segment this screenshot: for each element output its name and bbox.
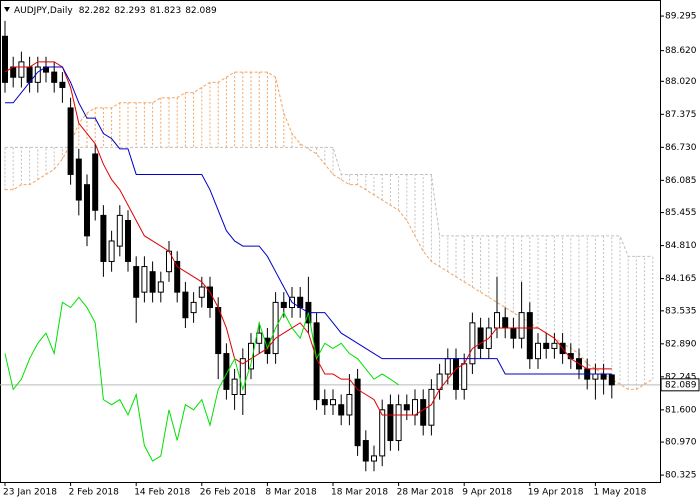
candle-body — [51, 71, 58, 83]
candle-body — [239, 358, 246, 395]
candle-body — [403, 404, 410, 411]
candle-body — [313, 322, 320, 401]
candle-body — [84, 184, 90, 237]
candle-body — [412, 399, 418, 416]
candle-body — [387, 404, 394, 442]
x-tick-label: 8 Mar 2018 — [265, 488, 317, 498]
candle-body — [223, 353, 230, 390]
y-tick-label: 88.020 — [665, 77, 697, 87]
y-tick-label: 85.455 — [665, 208, 697, 218]
candle-body — [67, 107, 74, 175]
candle-body — [346, 393, 353, 416]
last-price-box — [660, 378, 700, 392]
last-price-label: 82.089 — [665, 380, 697, 390]
plot-frame — [0, 0, 661, 483]
candle-body — [518, 312, 525, 339]
candle-body — [198, 286, 205, 298]
candle-body — [453, 358, 459, 390]
candle-body — [469, 322, 476, 365]
x-tick-label: 23 Jan 2018 — [3, 488, 57, 498]
candle-body — [141, 266, 148, 293]
candle-body — [108, 240, 115, 262]
candle-body — [59, 81, 66, 88]
candle-body — [371, 455, 377, 462]
header-low: 81.823 — [150, 6, 182, 16]
x-tick-label: 18 Mar 2018 — [331, 488, 388, 498]
candle-body — [338, 404, 345, 416]
x-tick-label: 28 Mar 2018 — [397, 488, 454, 498]
candle-body — [280, 301, 287, 309]
cloud-span-b — [5, 146, 653, 257]
candle-body — [2, 35, 8, 83]
candle-body — [444, 358, 451, 375]
y-tick-label: 84.165 — [665, 274, 697, 284]
candle-body — [75, 158, 82, 201]
candle-body — [215, 307, 222, 355]
candle-body — [231, 378, 238, 395]
x-tick-label: 2 Feb 2018 — [69, 488, 120, 498]
y-tick-label: 88.620 — [665, 46, 697, 56]
candle-body — [543, 342, 550, 349]
candle-body — [92, 153, 99, 211]
candle-body — [18, 61, 25, 78]
candle-body — [157, 281, 164, 293]
y-tick-label: 81.600 — [665, 405, 697, 415]
candle-body — [526, 312, 533, 360]
y-tick-label: 80.970 — [665, 438, 697, 448]
y-tick-label: 89.295 — [665, 12, 697, 22]
x-tick-label: 14 Feb 2018 — [134, 488, 190, 498]
candle-body — [395, 404, 402, 442]
y-tick-label: 83.535 — [665, 306, 697, 316]
y-tick-label: 84.810 — [665, 241, 697, 251]
indicator-line — [4, 61, 612, 416]
header-close: 82.089 — [185, 6, 217, 16]
candle-body — [174, 260, 181, 293]
candle-body — [461, 363, 468, 390]
candle-body — [116, 214, 123, 247]
candle-body — [551, 342, 558, 349]
candle-body — [494, 312, 500, 329]
candle-body — [420, 399, 427, 426]
candle-body — [354, 378, 361, 447]
candle-body — [256, 332, 263, 344]
candle-body — [362, 440, 369, 462]
candle-body — [379, 409, 386, 457]
candle-body — [190, 301, 197, 314]
candle-body — [133, 266, 140, 298]
x-tick-label: 19 Apr 2018 — [528, 488, 584, 498]
x-tick-label: 1 May 2018 — [593, 488, 646, 498]
indicator-line — [4, 296, 399, 462]
candle-body — [477, 327, 484, 349]
candle-body — [248, 342, 254, 370]
candle-body — [321, 399, 328, 406]
y-tick-label: 80.325 — [665, 471, 697, 481]
header-open: 82.282 — [79, 6, 111, 16]
candle-body — [600, 373, 607, 380]
y-tick-label: 82.890 — [665, 339, 697, 349]
y-tick-label: 82.245 — [665, 372, 697, 382]
y-tick-label: 86.085 — [665, 176, 697, 186]
candle-body — [608, 374, 615, 386]
candle-body — [330, 399, 336, 406]
candle-body — [535, 342, 541, 360]
candle-body — [510, 327, 517, 339]
y-tick-label: 87.375 — [665, 110, 697, 120]
y-tick-label: 86.730 — [665, 143, 697, 153]
chart-header: AUDJPY,Daily 82.282 82.293 81.823 82.089 — [14, 6, 217, 16]
candle-body — [100, 214, 107, 262]
candle-body — [125, 220, 131, 262]
menu-triangle[interactable] — [4, 7, 10, 12]
candle-body — [182, 291, 189, 319]
candle-body — [428, 388, 435, 426]
candle-body — [149, 271, 156, 293]
x-tick-label: 9 Apr 2018 — [462, 488, 512, 498]
candle-body — [502, 317, 509, 329]
x-tick-label: 26 Feb 2018 — [200, 488, 256, 498]
candle-body — [592, 373, 599, 380]
symbol: AUDJPY,Daily — [14, 6, 73, 16]
header-high: 82.293 — [114, 6, 146, 16]
plot-area — [0, 20, 660, 472]
